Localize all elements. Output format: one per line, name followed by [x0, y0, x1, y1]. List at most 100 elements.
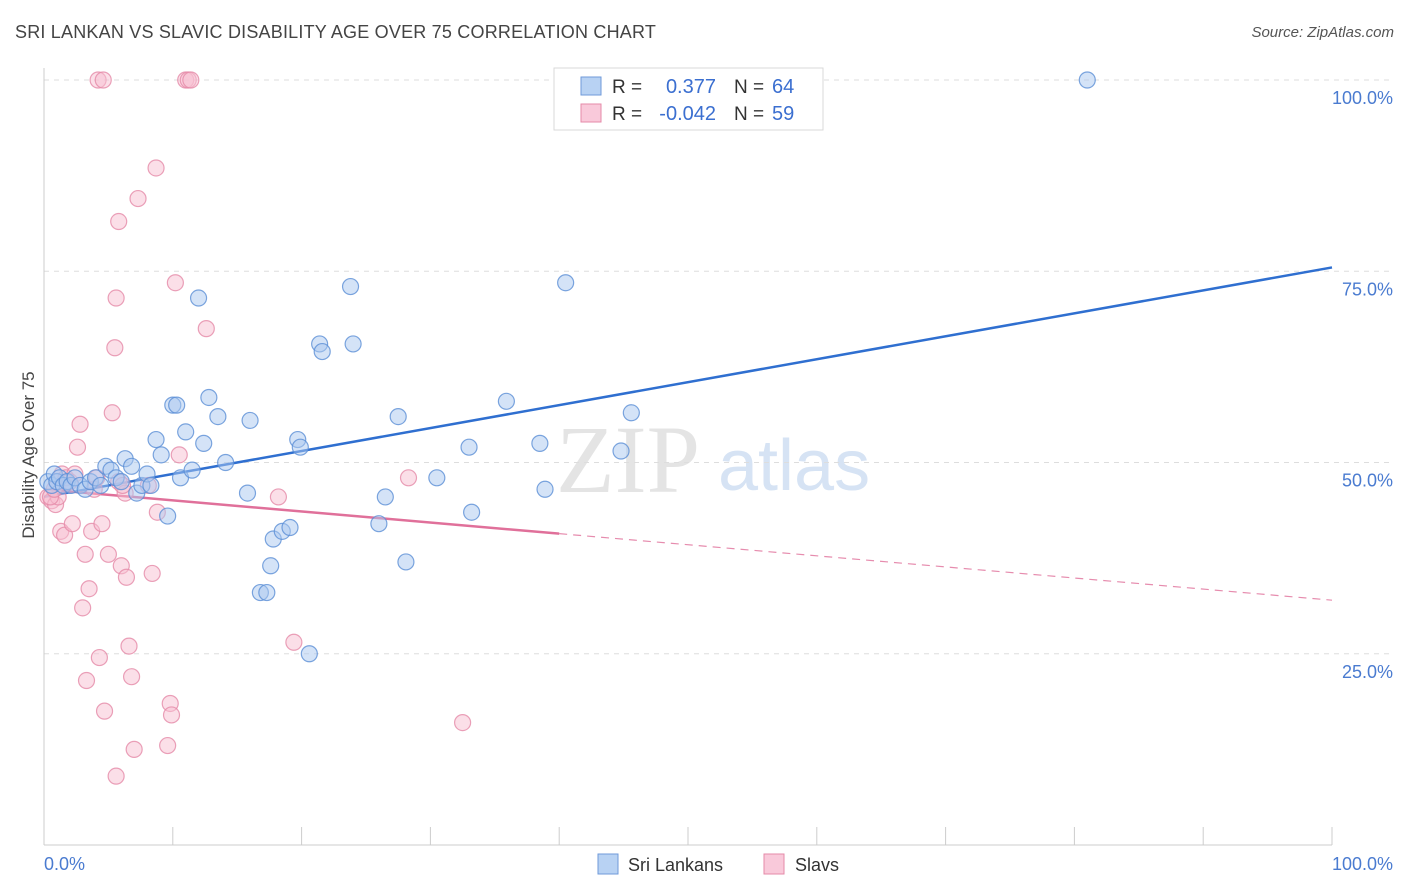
- data-point-blue: [177, 423, 195, 441]
- legend-r-value-pink: -0.042: [659, 103, 716, 125]
- data-point-pink: [170, 446, 188, 464]
- legend-r-label-blue: R =: [612, 77, 642, 98]
- y-axis-title: Disability Age Over 75: [19, 371, 38, 538]
- data-point-pink: [80, 580, 98, 598]
- data-point-pink: [68, 438, 87, 456]
- data-point-blue: [536, 480, 554, 498]
- data-point-blue: [258, 583, 276, 602]
- legend-n-label-pink: N =: [734, 104, 764, 125]
- data-point-pink: [197, 320, 215, 338]
- data-point-pink: [77, 671, 96, 690]
- data-point-pink: [159, 736, 177, 755]
- data-point-pink: [99, 545, 118, 563]
- data-point-blue: [195, 434, 213, 452]
- data-point-pink: [162, 706, 181, 724]
- data-point-blue: [341, 277, 360, 296]
- data-point-pink: [285, 633, 303, 651]
- x-tick-label-max: 100.0%: [1332, 854, 1393, 874]
- stats-legend: R = 0.377 N = 64 R = -0.042 N = 59: [553, 67, 824, 131]
- data-point-blue: [262, 557, 280, 575]
- legend-n-label-blue: N =: [734, 77, 764, 98]
- data-point-blue: [92, 476, 110, 495]
- series-legend-swatch-sri-lankans: [597, 853, 619, 875]
- x-tick-label-min: 0.0%: [44, 854, 85, 874]
- data-point-pink: [399, 469, 418, 487]
- data-point-pink: [122, 668, 141, 686]
- y-tick-label-100: 100.0%: [1332, 88, 1393, 108]
- slavs-points: [39, 71, 472, 785]
- y-tick-label-25: 25.0%: [1342, 662, 1393, 682]
- data-point-blue: [370, 515, 388, 533]
- data-point-blue: [612, 442, 630, 460]
- data-point-pink: [63, 515, 81, 533]
- sri-lankans-points: [39, 71, 1096, 663]
- y-axis-tick-labels: 25.0% 50.0% 75.0% 100.0%: [1332, 88, 1393, 682]
- data-point-blue: [209, 408, 227, 426]
- source-credit: Source: ZipAtlas.com: [1251, 24, 1394, 41]
- data-point-blue: [200, 388, 218, 407]
- data-point-blue: [397, 553, 415, 571]
- data-point-blue: [344, 335, 362, 353]
- data-point-pink: [166, 274, 184, 292]
- data-point-blue: [622, 404, 640, 422]
- series-legend-label-slavs: Slavs: [795, 855, 839, 875]
- series-legend: Sri Lankans Slavs: [597, 853, 839, 875]
- series-legend-label-sri-lankans: Sri Lankans: [628, 855, 723, 875]
- data-point-pink: [74, 599, 92, 617]
- data-point-pink: [71, 415, 89, 433]
- data-point-pink: [95, 702, 114, 720]
- data-point-blue: [238, 484, 257, 502]
- trend-line-extension-pink: [559, 533, 1333, 601]
- data-point-blue: [281, 518, 299, 537]
- data-point-pink: [107, 767, 125, 785]
- data-point-blue: [291, 438, 309, 456]
- data-point-blue: [389, 408, 407, 426]
- data-point-blue: [147, 430, 165, 449]
- data-point-blue: [168, 396, 186, 414]
- data-point-pink: [90, 648, 108, 667]
- data-point-pink: [76, 545, 94, 563]
- grid-lines: [44, 79, 1392, 655]
- data-point-pink: [107, 289, 125, 307]
- data-point-blue: [183, 461, 201, 479]
- data-point-blue: [463, 503, 481, 521]
- data-point-blue: [313, 342, 331, 361]
- data-point-blue: [460, 438, 478, 456]
- data-point-blue: [189, 289, 208, 307]
- y-tick-label-75: 75.0%: [1342, 279, 1393, 299]
- data-point-pink: [93, 515, 111, 533]
- x-axis-ticks: [43, 827, 1333, 845]
- data-point-blue: [152, 446, 170, 464]
- data-point-pink: [103, 404, 121, 422]
- data-point-blue: [300, 645, 318, 663]
- series-legend-swatch-slavs: [763, 853, 785, 875]
- data-point-blue: [122, 457, 141, 475]
- data-point-pink: [117, 568, 136, 586]
- legend-swatch-pink: [580, 103, 602, 123]
- watermark-zip: ZIP: [556, 406, 700, 513]
- data-point-pink: [110, 212, 128, 231]
- legend-r-value-blue: 0.377: [666, 76, 716, 98]
- data-point-blue: [1078, 71, 1096, 89]
- data-point-blue: [531, 434, 549, 452]
- data-point-blue: [428, 469, 446, 487]
- data-point-blue: [376, 488, 394, 506]
- data-point-pink: [125, 740, 143, 758]
- y-tick-label-50: 50.0%: [1342, 471, 1393, 491]
- data-point-pink: [106, 339, 124, 357]
- watermark-atlas: atlas: [718, 426, 870, 506]
- data-point-pink: [269, 488, 288, 506]
- data-point-blue: [217, 453, 235, 472]
- data-point-blue: [241, 411, 259, 430]
- data-point-pink: [454, 713, 472, 732]
- data-point-pink: [94, 71, 112, 89]
- data-point-pink: [182, 71, 200, 89]
- data-point-blue: [557, 274, 575, 292]
- legend-n-value-blue: 64: [772, 76, 794, 98]
- data-point-pink: [129, 189, 147, 208]
- data-point-blue: [497, 392, 515, 410]
- legend-n-value-pink: 59: [772, 103, 794, 125]
- legend-swatch-blue: [580, 76, 602, 96]
- data-point-pink: [147, 159, 165, 177]
